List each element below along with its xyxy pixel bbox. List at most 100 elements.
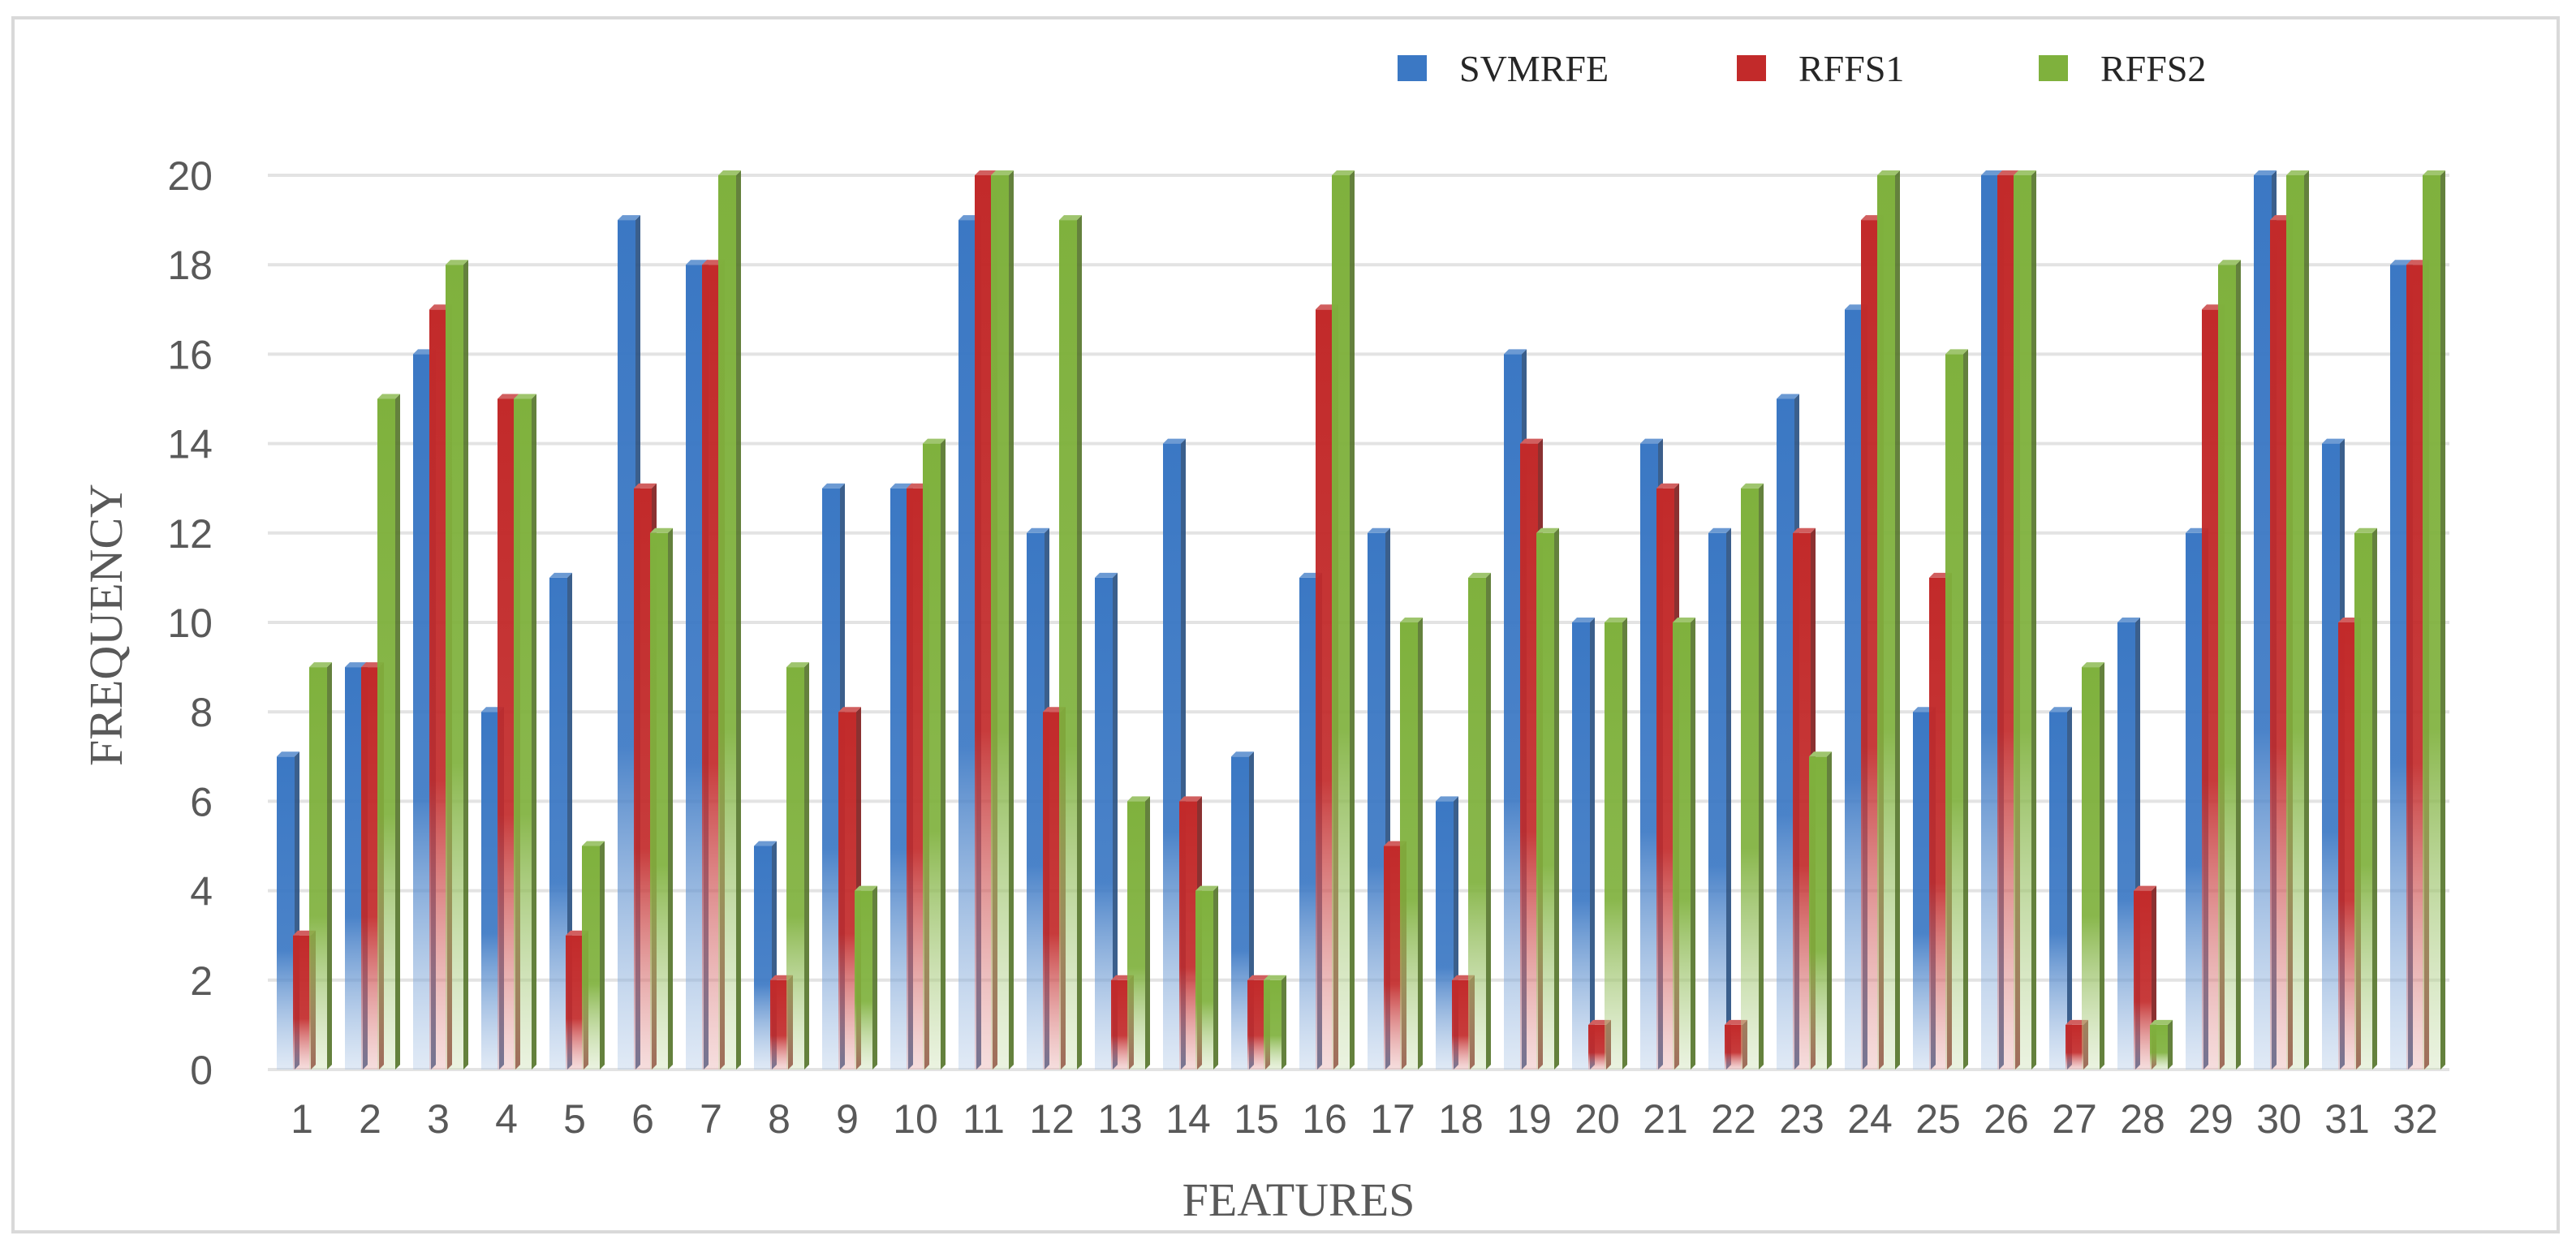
bar-front [1504,354,1522,1070]
bar-side [2372,527,2377,1070]
bar-top [2117,618,2140,622]
bar-side [804,662,809,1070]
bar-rffs2-16 [1332,170,1355,1070]
bar-svmrfe-20 [1572,618,1595,1070]
bar-top [1708,527,1731,533]
bar-rffs2-21 [1673,618,1695,1070]
bar-side [1486,572,1491,1070]
bar-rffs2-18 [1468,572,1491,1070]
y-tick-label: 8 [190,690,213,735]
legend-label: RFFS2 [2100,48,2206,89]
legend-label: SVMRFE [1459,48,1609,89]
bar-front [1195,890,1213,1070]
bar-top [1656,483,1679,489]
bar-front [2406,265,2424,1070]
bar-top [2286,170,2309,175]
bar-front [1468,577,1486,1070]
x-tick-label: 11 [963,1096,1005,1142]
legend: SVMRFE RFFS1 RFFS2 [1398,48,2206,89]
bar-front [1708,532,1726,1070]
bar-side [1827,751,1832,1070]
bar-rffs2-3 [446,260,468,1070]
bar-front [1436,801,1454,1070]
bar-front [1452,979,1470,1070]
bar-front [1861,220,1879,1070]
x-tick-label: 25 [1915,1096,1961,1142]
bar-front [1588,1024,1606,1070]
bar-rffs2-29 [2218,260,2241,1070]
y-tick-label: 0 [190,1048,213,1093]
bar-rffs2-2 [377,394,400,1070]
bar-top [1741,483,1764,489]
bar-rffs2-32 [2423,170,2445,1070]
bar-rffs2-27 [2082,662,2104,1070]
bar-side [1759,483,1764,1070]
bar-front [1777,398,1794,1070]
bar-front [618,220,635,1070]
bar-side [668,527,673,1070]
bar-top [1179,796,1202,802]
bar-front [2186,532,2203,1070]
y-tick-label: 18 [167,243,213,288]
legend-item-rffs1: RFFS1 [1737,48,1904,89]
bar-side [1113,572,1118,1070]
x-axis-title: FEATURES [1182,1173,1415,1226]
bar-top [1793,527,1816,533]
bar-rffs2-14 [1195,885,1218,1070]
x-tick-label: 12 [1029,1096,1075,1142]
bar-front [907,488,924,1070]
bar-front [2014,175,2031,1070]
bar-top [1572,618,1595,622]
bar-side [395,394,400,1070]
bar-side [2100,662,2104,1070]
y-tick-label: 14 [167,422,213,467]
bar-front [2218,265,2236,1070]
bar-rffs2-24 [1877,170,1900,1070]
bar-front [345,667,363,1070]
x-tick-label: 5 [563,1096,586,1142]
bar-front [429,309,447,1070]
bar-rffs2-8 [786,662,809,1070]
bar-front [1572,622,1590,1070]
bar-side [2031,170,2036,1070]
bar-top [1368,527,1390,533]
bar-front [1095,577,1113,1070]
bar-front [1793,532,1811,1070]
bar-rffs2-25 [1945,349,1968,1070]
bar-front [1059,220,1077,1070]
bar-side [1145,796,1150,1070]
bar-front [650,532,668,1070]
bar-top [2014,170,2036,175]
bar-front [786,667,804,1070]
y-tick-label: 20 [167,153,213,199]
x-tick-label: 17 [1370,1096,1415,1142]
bar-top [549,572,572,578]
bar-top [786,662,809,668]
bar-rffs2-23 [1809,751,1832,1070]
bar-front [702,265,720,1070]
bar-top [1027,527,1049,533]
bar-front [1247,979,1265,1070]
bar-top [1981,170,2004,175]
bar-front [1400,622,1418,1070]
bar-side [327,662,332,1070]
bar-rffs2-13 [1127,796,1150,1070]
bar-front [309,667,327,1070]
bar-rffs2-30 [2286,170,2309,1070]
bar-front [686,265,704,1070]
bar-top [855,885,877,891]
x-tick-label: 6 [631,1096,654,1142]
bar-side [1691,618,1695,1070]
bar-top [514,394,536,399]
bar-side [1077,215,1082,1070]
bar-rffs2-6 [650,527,673,1070]
bar-top [1231,751,1254,757]
bar-top [1095,572,1118,578]
bar-rffs2-7 [718,170,741,1070]
bar-front [1332,175,1350,1070]
bar-side [600,841,605,1070]
bar-top [1997,170,2020,175]
bar-side [532,394,536,1070]
bar-front [361,667,379,1070]
